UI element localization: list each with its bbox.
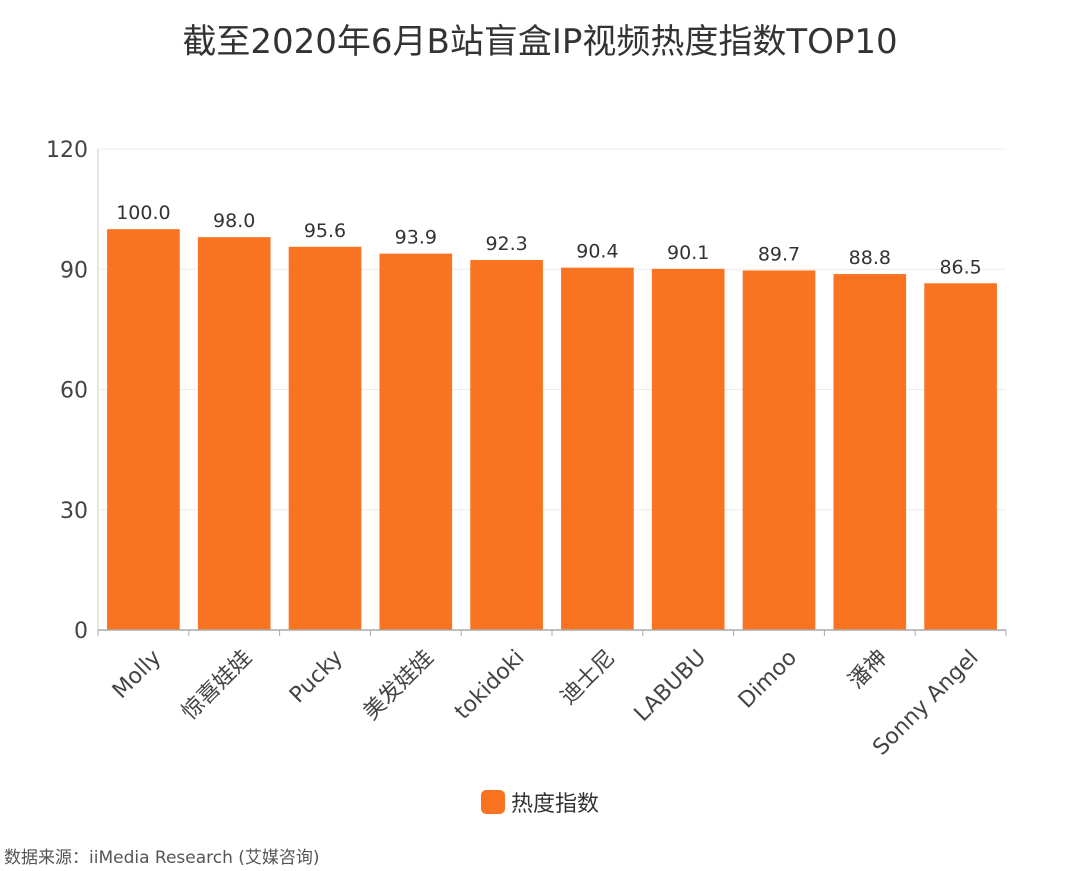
data-label: 92.3 <box>485 233 527 255</box>
data-label: 90.1 <box>667 242 709 264</box>
bar[interactable] <box>288 246 362 630</box>
bar[interactable] <box>742 270 816 630</box>
x-tick-label: Pucky <box>285 645 348 708</box>
bar[interactable] <box>651 268 725 630</box>
x-tick-label: 美发娃娃 <box>359 645 439 725</box>
labels-layer: 100.0 98.0 95.6 93.9 92.3 90.4 90.1 89.7 88.8 86.… <box>116 202 982 278</box>
x-tick-label: 迪士尼 <box>556 645 620 709</box>
x-tick-label: Dimoo <box>734 645 802 713</box>
bar[interactable] <box>470 260 543 630</box>
y-tick-label: 120 <box>46 138 88 163</box>
x-tick-label: 惊喜娃娃 <box>177 645 257 725</box>
data-label: 89.7 <box>758 243 800 265</box>
y-tick-label: 90 <box>60 258 88 283</box>
source-note: 数据来源：iiMedia Research (艾媒咨询) <box>4 848 320 868</box>
x-tick-label: LABUBU <box>630 645 711 726</box>
y-tick-label: 60 <box>60 379 88 404</box>
chart-title: 截至2020年6月B站盲盒IP视频热度指数TOP10 <box>182 22 898 62</box>
bars-layer <box>107 229 997 630</box>
bar[interactable] <box>379 253 453 630</box>
x-tick-label: Molly <box>108 645 166 703</box>
bar[interactable] <box>561 267 634 630</box>
data-label: 86.5 <box>939 256 981 278</box>
data-label: 100.0 <box>116 202 170 224</box>
y-tick-label: 0 <box>74 619 88 644</box>
data-label: 93.9 <box>395 227 437 249</box>
x-tick-label: tokidoki <box>450 645 529 724</box>
bar[interactable] <box>197 237 271 630</box>
data-label: 95.6 <box>304 220 346 242</box>
data-label: 90.4 <box>576 241 618 263</box>
x-tick-label: 潘神 <box>844 645 893 694</box>
bar[interactable] <box>833 274 907 630</box>
legend[interactable]: 热度指数 <box>0 786 1080 818</box>
legend-swatch <box>480 790 505 814</box>
bar[interactable] <box>924 283 997 630</box>
legend-label: 热度指数 <box>510 792 599 817</box>
data-label: 98.0 <box>213 210 255 232</box>
y-tick-label: 30 <box>60 499 88 524</box>
bar[interactable] <box>107 229 180 630</box>
data-label: 88.8 <box>849 247 891 269</box>
